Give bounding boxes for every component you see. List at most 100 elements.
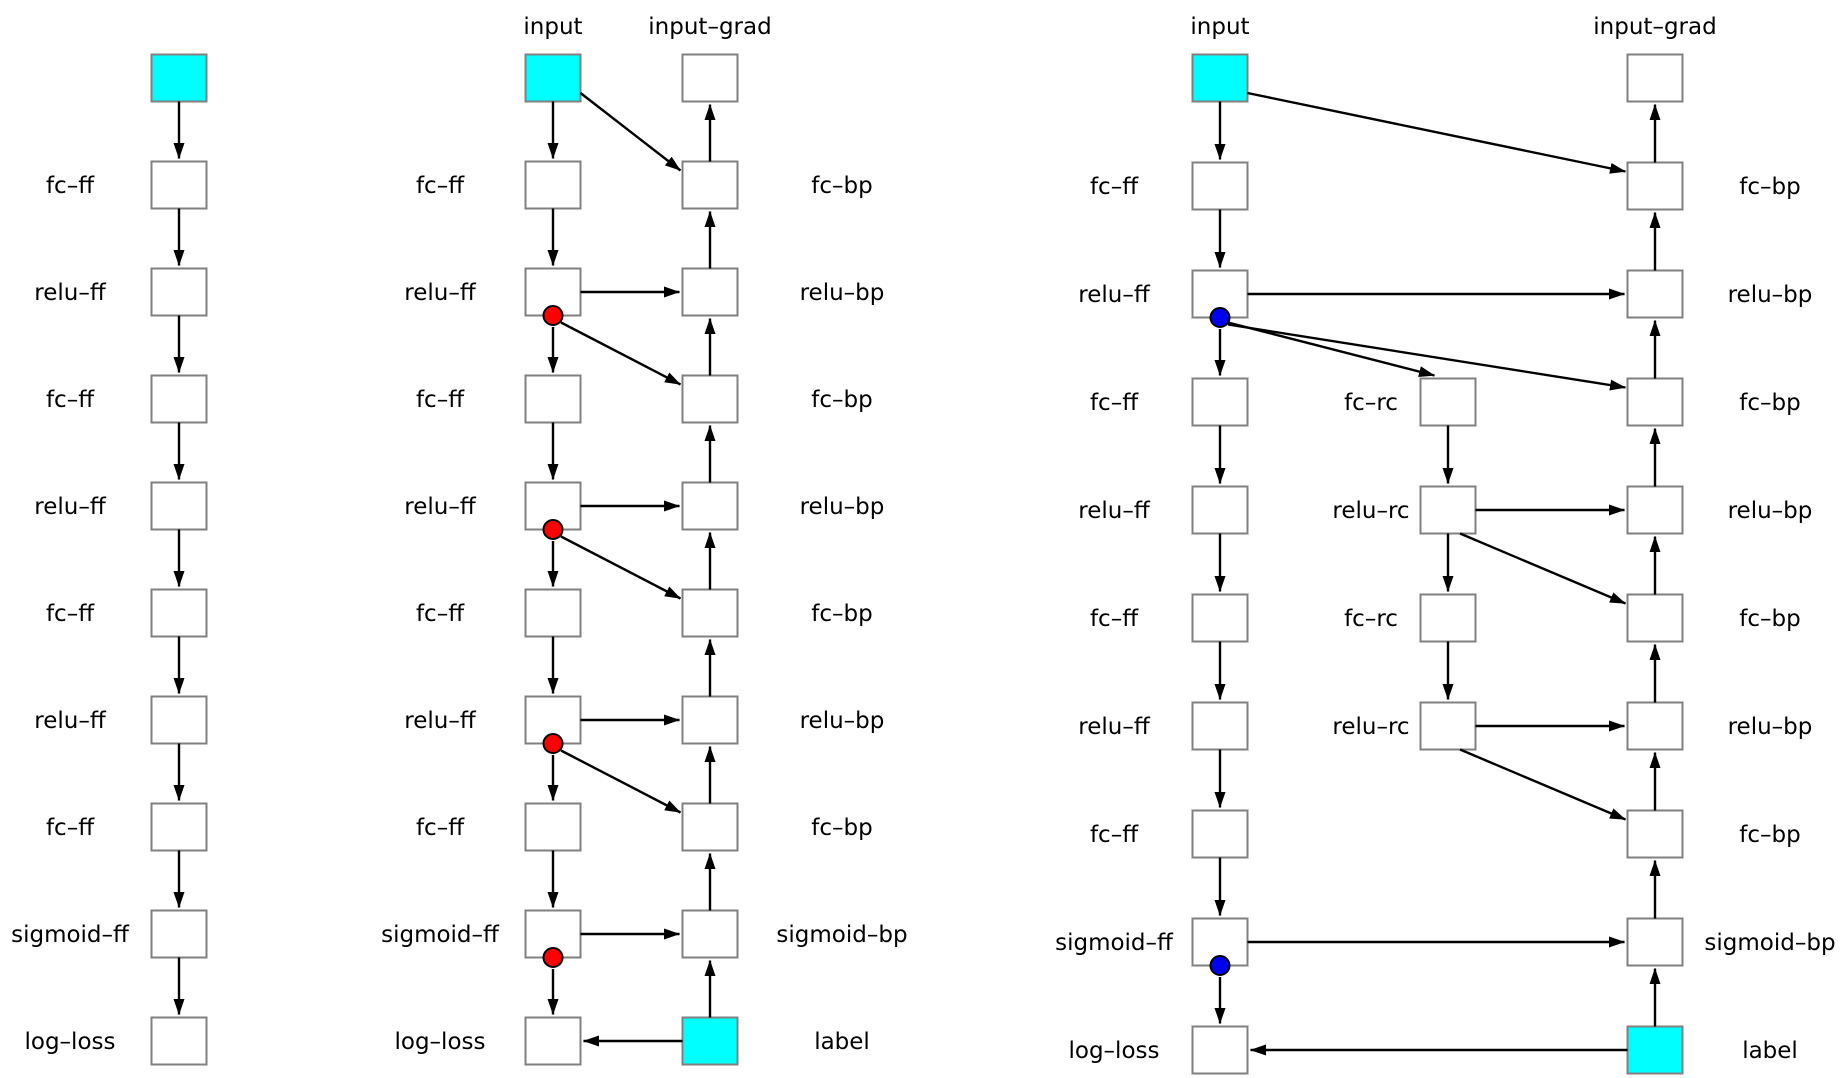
node-recompute-fcbp3 bbox=[1626, 377, 1684, 427]
row-label-forward-backward-label_right-r7: fc–bp bbox=[811, 815, 872, 841]
row-label-recompute-label_rc-r6: relu–rc bbox=[1332, 714, 1409, 740]
row-label-forward-backward-label_right-r6: relu–bp bbox=[800, 708, 885, 734]
node-forward-backward-fcbp1 bbox=[681, 160, 739, 210]
row-label-recompute-label_left-r4: relu–ff bbox=[1078, 498, 1151, 524]
row-label-forward-backward-label_right-r3: fc–bp bbox=[811, 387, 872, 413]
edge-recompute-relurc6-to-fcbp7 bbox=[1459, 748, 1626, 821]
node-recompute-fcrc5 bbox=[1419, 593, 1477, 643]
node-forward-backward-relubp2 bbox=[681, 267, 739, 317]
edge-forward-backward-relu4-to-fcbp5 bbox=[560, 535, 682, 600]
row-label-forward-backward-label_right-r1: fc–bp bbox=[811, 173, 872, 199]
row-label-forward-backward-label_left-r2: relu–ff bbox=[404, 280, 477, 306]
row-label-recompute-label_left-r2: relu–ff bbox=[1078, 282, 1151, 308]
row-label-recompute-label_right-r4: relu–bp bbox=[1728, 498, 1813, 524]
node-recompute-fc7 bbox=[1191, 809, 1249, 859]
row-label-forward-backward-label_left-r9: log–loss bbox=[395, 1029, 486, 1055]
blue-dot-recompute-sigmoid8 bbox=[1209, 955, 1231, 976]
column-header-forward-backward-input: input bbox=[523, 14, 582, 40]
node-recompute-relubp4 bbox=[1626, 485, 1684, 535]
row-label-recompute-label_right-r1: fc–bp bbox=[1739, 174, 1800, 200]
row-label-forward-only-label_left-r1: fc–ff bbox=[46, 173, 95, 199]
row-label-forward-backward-label_right-r5: fc–bp bbox=[811, 601, 872, 627]
edge-forward-backward-relu6-to-fcbp7 bbox=[560, 749, 682, 814]
edge-forward-backward-input-to-fcbp1 bbox=[579, 92, 682, 172]
node-forward-backward-fc7 bbox=[524, 802, 582, 852]
edge-recompute-input-to-fcbp1 bbox=[1247, 91, 1626, 174]
row-label-recompute-label_left-r6: relu–ff bbox=[1078, 714, 1151, 740]
node-recompute-inputgrad bbox=[1626, 53, 1684, 103]
node-forward-backward-fcbp5 bbox=[681, 588, 739, 638]
node-recompute-relubp6 bbox=[1626, 701, 1684, 751]
node-recompute-fcbp5 bbox=[1626, 593, 1684, 643]
column-header-recompute-input–grad: input–grad bbox=[1593, 14, 1716, 40]
node-recompute-fc1 bbox=[1191, 161, 1249, 211]
node-forward-only-sigmoid8 bbox=[150, 909, 208, 959]
row-label-recompute-label_right-r7: fc–bp bbox=[1739, 822, 1800, 848]
node-recompute-relubp2 bbox=[1626, 269, 1684, 319]
row-label-recompute-label_right-r9: label bbox=[1742, 1038, 1798, 1064]
node-forward-backward-fc1 bbox=[524, 160, 582, 210]
row-label-forward-backward-label_left-r1: fc–ff bbox=[416, 173, 465, 199]
node-forward-only-relu6 bbox=[150, 695, 208, 745]
row-label-recompute-label_left-r7: fc–ff bbox=[1090, 822, 1139, 848]
row-label-recompute-label_right-r5: fc–bp bbox=[1739, 606, 1800, 632]
red-dot-forward-backward-relu4 bbox=[542, 519, 564, 540]
row-label-recompute-label_left-r5: fc–ff bbox=[1090, 606, 1139, 632]
node-recompute-relurc4 bbox=[1419, 485, 1477, 535]
node-forward-backward-relubp6 bbox=[681, 695, 739, 745]
row-label-forward-only-label_left-r4: relu–ff bbox=[34, 494, 107, 520]
node-forward-backward-sigmoidbp8 bbox=[681, 909, 739, 959]
diagram-forward-backward: input input–grad fc–ff relu–ff fc–ff relu–ff f… bbox=[381, 14, 908, 1066]
diagram-forward-only: fc–ff relu–ff fc–ff relu–ff fc–ff relu–ff fc–f… bbox=[11, 53, 208, 1066]
row-label-recompute-label_right-r6: relu–bp bbox=[1728, 714, 1813, 740]
node-forward-only-relu2 bbox=[150, 267, 208, 317]
node-forward-backward-label9 bbox=[681, 1016, 739, 1066]
node-recompute-logloss9 bbox=[1191, 1025, 1249, 1075]
node-forward-backward-fc3 bbox=[524, 374, 582, 424]
row-label-forward-only-label_left-r8: sigmoid–ff bbox=[11, 922, 130, 948]
red-dot-forward-backward-sigmoid8 bbox=[542, 947, 564, 968]
row-label-forward-backward-label_right-r2: relu–bp bbox=[800, 280, 885, 306]
edge-forward-backward-relu2-to-fcbp3 bbox=[560, 321, 682, 386]
row-label-forward-backward-label_left-r7: fc–ff bbox=[416, 815, 465, 841]
row-label-forward-backward-label_left-r4: relu–ff bbox=[404, 494, 477, 520]
node-forward-only-relu4 bbox=[150, 481, 208, 531]
row-label-recompute-label_rc-r5: fc–rc bbox=[1344, 606, 1398, 632]
node-forward-only-fc3 bbox=[150, 374, 208, 424]
node-forward-backward-fcbp7 bbox=[681, 802, 739, 852]
row-label-recompute-label_rc-r3: fc–rc bbox=[1344, 390, 1398, 416]
row-label-forward-backward-label_right-r9: label bbox=[814, 1029, 870, 1055]
node-recompute-relurc6 bbox=[1419, 701, 1477, 751]
node-forward-only-fc5 bbox=[150, 588, 208, 638]
node-forward-only-logloss9 bbox=[150, 1016, 208, 1066]
node-forward-only-input bbox=[150, 53, 208, 103]
node-forward-backward-relubp4 bbox=[681, 481, 739, 531]
row-label-forward-only-label_left-r9: log–loss bbox=[25, 1029, 116, 1055]
row-label-forward-backward-label_left-r3: fc–ff bbox=[416, 387, 465, 413]
red-dot-forward-backward-relu6 bbox=[542, 733, 564, 754]
node-forward-backward-input bbox=[524, 53, 582, 103]
node-recompute-fcbp1 bbox=[1626, 161, 1684, 211]
row-label-forward-backward-label_right-r4: relu–bp bbox=[800, 494, 885, 520]
row-label-forward-only-label_left-r3: fc–ff bbox=[46, 387, 95, 413]
node-recompute-fcbp7 bbox=[1626, 809, 1684, 859]
node-forward-backward-inputgrad bbox=[681, 53, 739, 103]
edge-recompute-relu2-to-fcrc3 bbox=[1227, 321, 1435, 377]
row-label-recompute-label_left-r8: sigmoid–ff bbox=[1055, 930, 1174, 956]
row-label-forward-only-label_left-r2: relu–ff bbox=[34, 280, 107, 306]
row-label-recompute-label_left-r9: log–loss bbox=[1069, 1038, 1160, 1064]
row-label-forward-only-label_left-r6: relu–ff bbox=[34, 708, 107, 734]
row-label-recompute-label_right-r3: fc–bp bbox=[1739, 390, 1800, 416]
row-label-recompute-label_right-r2: relu–bp bbox=[1728, 282, 1813, 308]
row-label-recompute-label_right-r8: sigmoid–bp bbox=[1704, 930, 1835, 956]
row-label-recompute-label_left-r3: fc–ff bbox=[1090, 390, 1139, 416]
node-recompute-label9 bbox=[1626, 1025, 1684, 1075]
edge-recompute-relu2-to-fcbp3 bbox=[1227, 323, 1626, 391]
node-recompute-input bbox=[1191, 53, 1249, 103]
column-header-recompute-input: input bbox=[1190, 14, 1249, 40]
node-forward-backward-fcbp3 bbox=[681, 374, 739, 424]
node-forward-only-fc7 bbox=[150, 802, 208, 852]
node-recompute-relu6 bbox=[1191, 701, 1249, 751]
